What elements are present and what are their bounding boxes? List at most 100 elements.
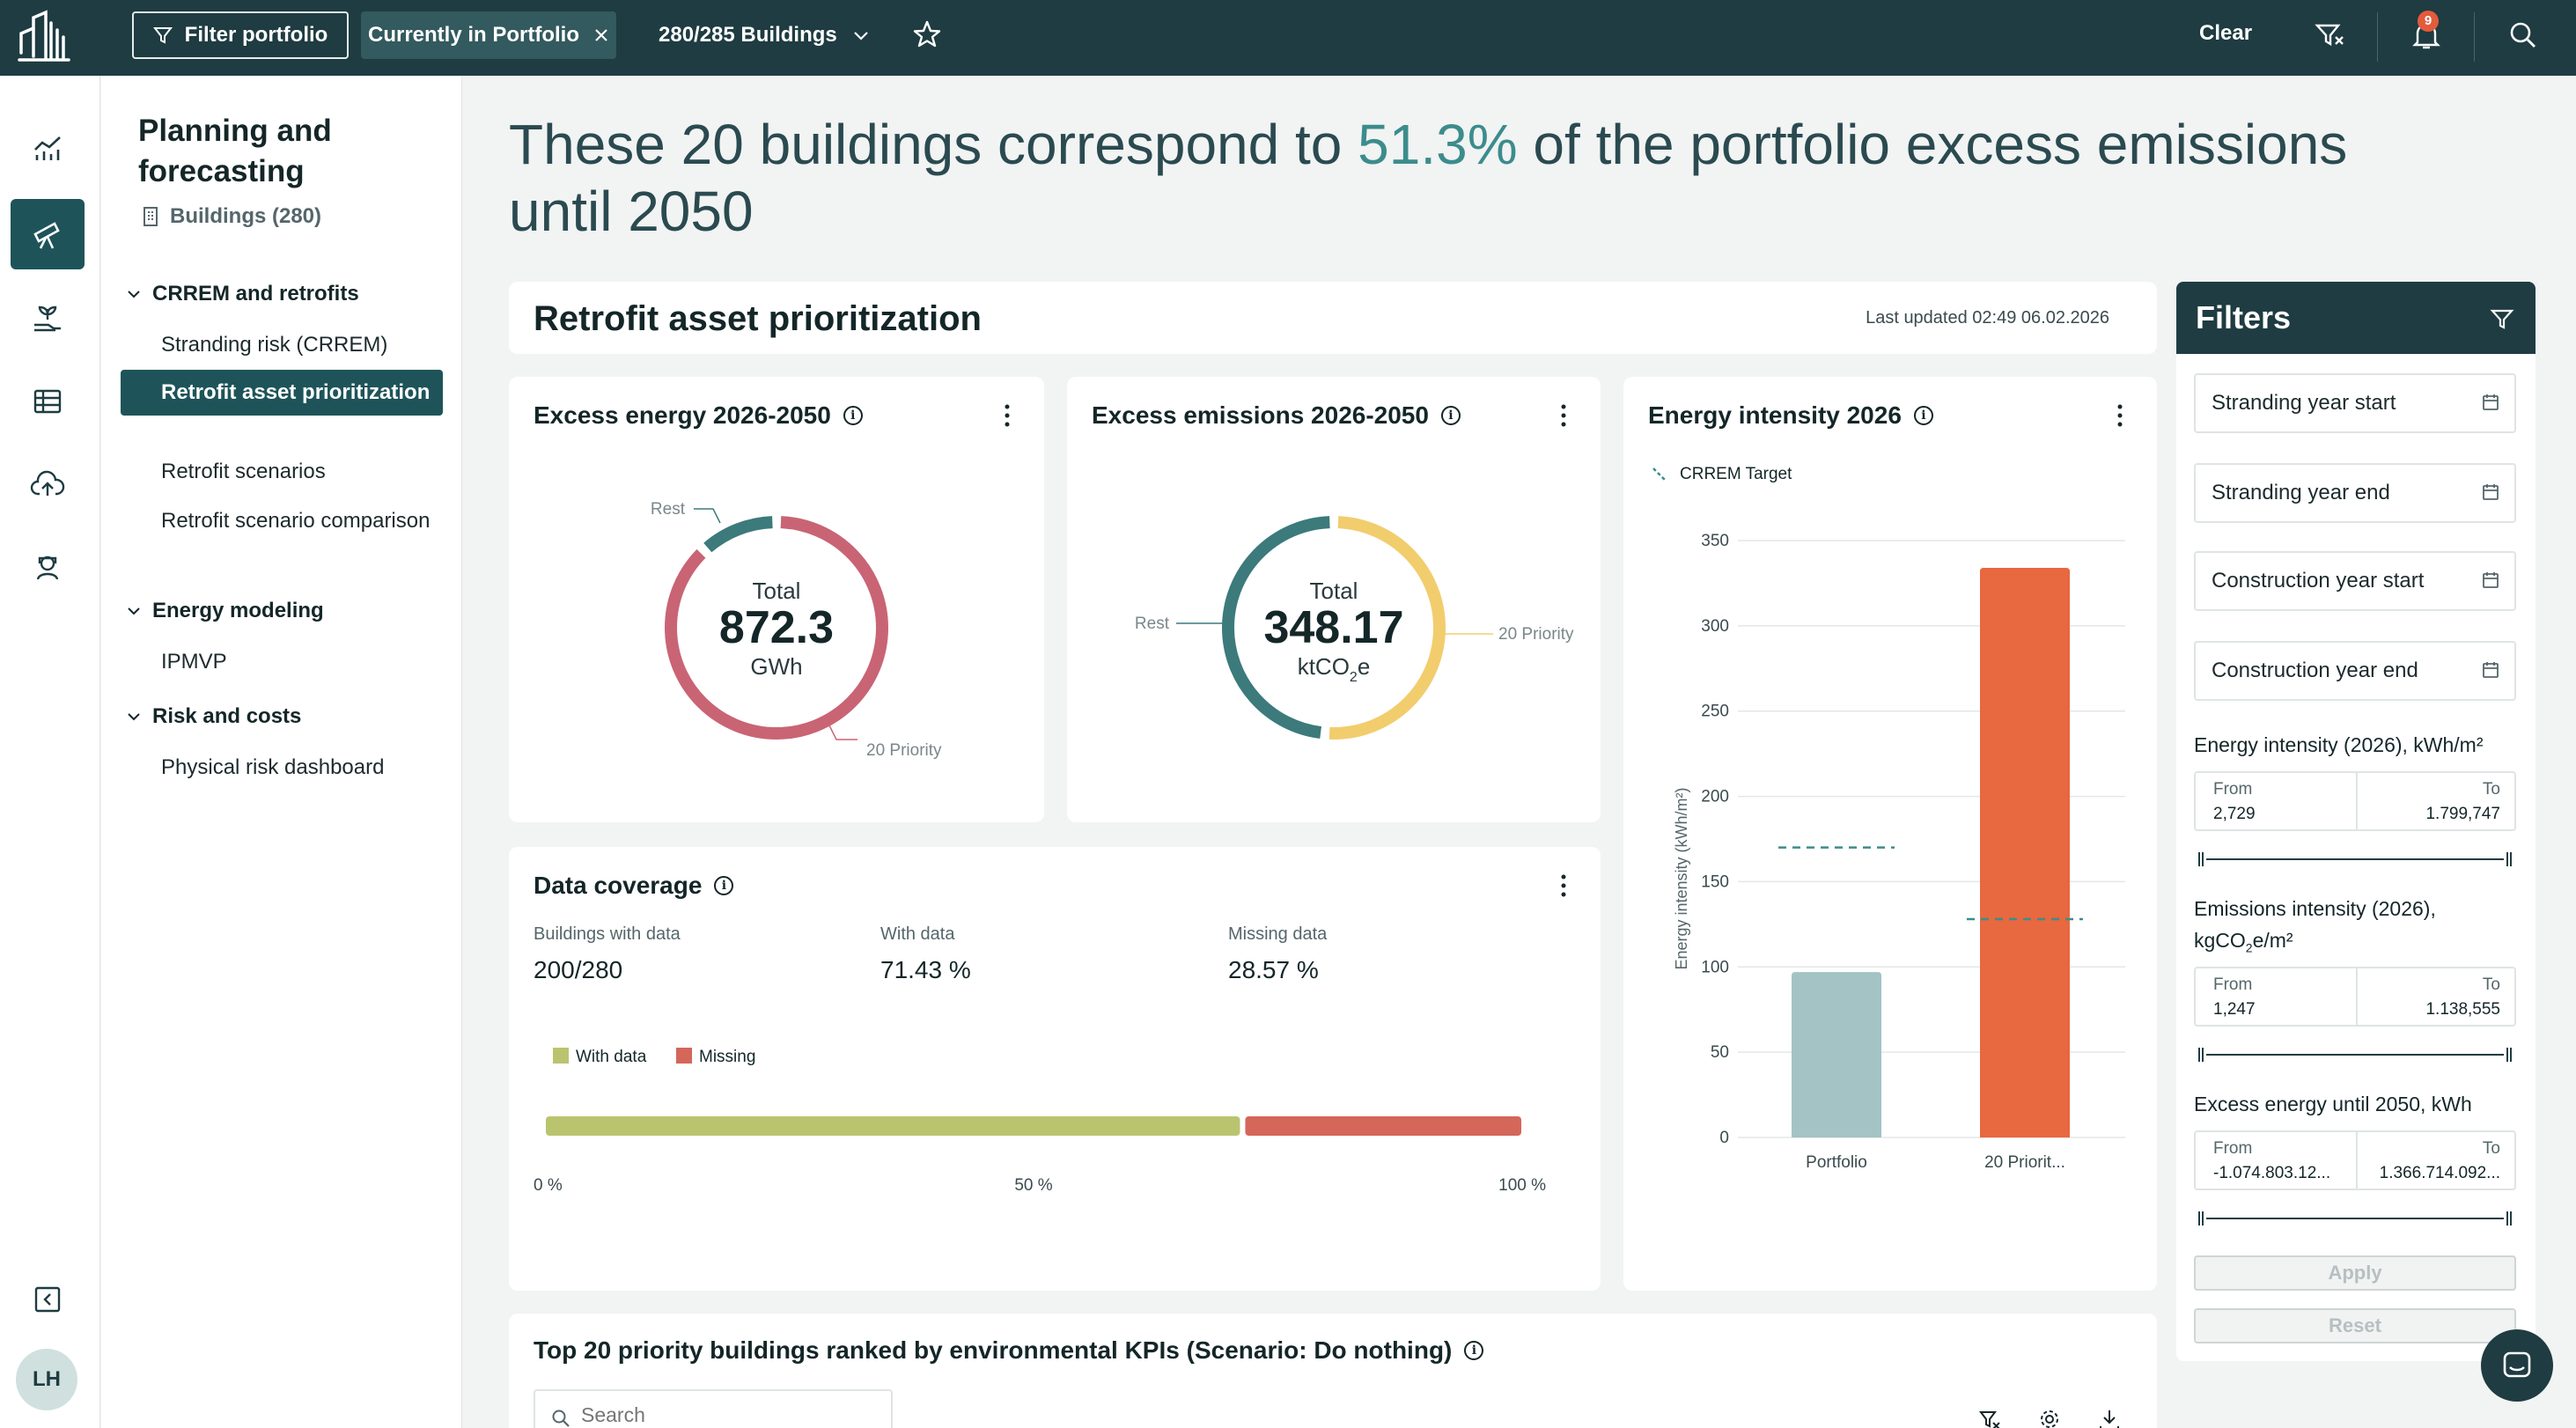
energy-intensity-card: Energy intensity 2026 i CRREM Target Ene… [1623,377,2157,1291]
nav-group-risk-costs[interactable]: Risk and costs [126,704,301,729]
priority-label: 20 Priority [1498,625,1574,644]
stranding-year-end-field[interactable]: Stranding year end [2194,463,2516,523]
headline-text-end: of the portfolio excess emissions until … [509,113,2348,243]
nav-group-crrem[interactable]: CRREM and retrofits [126,282,359,306]
rail-sustainability[interactable] [11,283,85,354]
rail-upload[interactable] [11,449,85,519]
range-to[interactable]: To 1.366.714.092... [2356,1132,2516,1189]
filters-title: Filters [2196,299,2292,335]
chevron-down-icon [128,291,140,298]
rail-support[interactable] [11,532,85,602]
app-logo-icon[interactable] [16,9,74,67]
more-icon[interactable] [2116,403,2123,428]
buildings-dropdown[interactable]: 280/285 Buildings [659,11,871,59]
range-from[interactable]: From 2,729 [2196,773,2356,829]
apply-button[interactable]: Apply [2194,1255,2516,1291]
nav-item-ipmvp[interactable]: IPMVP [161,650,227,674]
nav-item-stranding-risk[interactable]: Stranding risk (CRREM) [161,333,388,357]
to-value: 1.366.714.092... [2379,1164,2500,1182]
nav-group-energy-modeling[interactable]: Energy modeling [126,599,324,623]
nav-item-retrofit-scenarios[interactable]: Retrofit scenarios [161,460,326,483]
from-value: -1.074.803.12... [2213,1164,2331,1182]
rail-analytics[interactable] [11,113,85,183]
search-box[interactable] [534,1389,893,1428]
nav-item-physical-risk[interactable]: Physical risk dashboard [161,755,385,779]
filter-portfolio-button[interactable]: Filter portfolio [132,11,349,59]
donut-priority-arc [1222,516,1446,740]
info-icon[interactable]: i [1464,1341,1484,1360]
search-input[interactable] [581,1403,872,1427]
field-label: Construction year start [2212,569,2425,593]
rest-leader-line [694,508,721,524]
range-to[interactable]: To 1.138,555 [2356,968,2516,1025]
close-icon[interactable] [593,27,609,43]
more-icon[interactable] [1004,403,1011,428]
stat-value: 200/280 [534,956,623,983]
axis-tick-0: 0 % [534,1176,563,1195]
y-tick-label: 250 [1701,703,1729,721]
avatar[interactable]: LH [16,1349,77,1410]
energy-intensity-range[interactable]: From 2,729 To 1.799,747 [2194,771,2516,831]
collapse-sidebar-button[interactable] [11,1264,85,1335]
construction-year-start-field[interactable]: Construction year start [2194,551,2516,611]
topbar-divider [2377,12,2378,62]
chevron-down-icon [853,32,868,40]
emissions-intensity-range[interactable]: From 1,247 To 1.138,555 [2194,967,2516,1027]
card-title-text: Excess energy 2026-2050 [534,401,831,429]
building-icon [144,207,158,226]
rest-label: Rest [1135,615,1170,633]
star-icon[interactable] [912,19,942,49]
bar-0[interactable] [1792,972,1881,1137]
more-icon[interactable] [1560,403,1567,428]
nav-item-retrofit-prioritization[interactable]: Retrofit asset prioritization [121,370,443,416]
clear-filter-icon[interactable] [1977,1407,2002,1428]
excess-energy-range[interactable]: From -1.074.803.12... To 1.366.714.092... [2194,1130,2516,1190]
range-to[interactable]: To 1.799,747 [2356,773,2516,829]
search-icon[interactable] [2506,18,2541,53]
rail-planning[interactable] [11,199,85,269]
top20-card: Top 20 priority buildings ranked by envi… [509,1314,2157,1428]
to-caption: To [2482,780,2500,799]
card-title: Energy intensity 2026 i [1648,401,1933,430]
portfolio-filter-chip[interactable]: Currently in Portfolio [361,11,616,59]
funnel-icon[interactable] [2490,306,2514,331]
last-updated: Last updated 02:49 06.02.2026 [1866,308,2109,328]
gear-icon[interactable] [2037,1407,2062,1428]
donut-unit: GWh [750,653,802,680]
y-tick-label: 300 [1701,617,1729,636]
info-icon[interactable]: i [843,406,863,425]
filter-settings-icon[interactable] [2312,18,2347,53]
more-icon[interactable] [1560,873,1567,898]
filters-header: Filters [2176,282,2536,354]
range-from[interactable]: From 1,247 [2196,968,2356,1025]
line-chart-icon [34,136,61,160]
card-title-text: Excess emissions 2026-2050 [1092,401,1429,429]
search-icon [552,1410,570,1427]
clear-button[interactable]: Clear [2199,21,2253,45]
card-title: Data coverage i [534,872,734,900]
legend-missing-swatch [676,1048,692,1064]
chat-button[interactable] [2481,1329,2553,1402]
excess-energy-slider[interactable] [2194,1208,2516,1229]
info-icon[interactable]: i [714,876,734,895]
emissions-unit-c: e/m² [2252,929,2293,952]
energy-intensity-slider[interactable] [2194,849,2516,870]
excess-energy-card: Excess energy 2026-2050 i Total 872.3 GW… [509,377,1044,822]
cloud-upload-icon [30,470,65,496]
reset-button[interactable]: Reset [2194,1308,2516,1343]
to-value: 1.799,747 [2425,805,2500,823]
bar-1[interactable] [1980,567,2070,1137]
construction-year-end-field[interactable]: Construction year end [2194,641,2516,701]
info-icon[interactable]: i [1913,406,1933,425]
info-icon[interactable]: i [1440,406,1461,425]
download-icon[interactable] [2097,1407,2122,1428]
rest-label: Rest [651,500,686,519]
emissions-intensity-slider[interactable] [2194,1044,2516,1065]
rail-table[interactable] [11,366,85,437]
stranding-year-start-field[interactable]: Stranding year start [2194,373,2516,433]
nav-group-label: Risk and costs [152,704,302,728]
to-caption: To [2482,975,2500,994]
range-from[interactable]: From -1.074.803.12... [2196,1132,2356,1189]
donut-total-label: Total [1310,578,1358,604]
nav-item-scenario-comparison[interactable]: Retrofit scenario comparison [161,509,431,533]
